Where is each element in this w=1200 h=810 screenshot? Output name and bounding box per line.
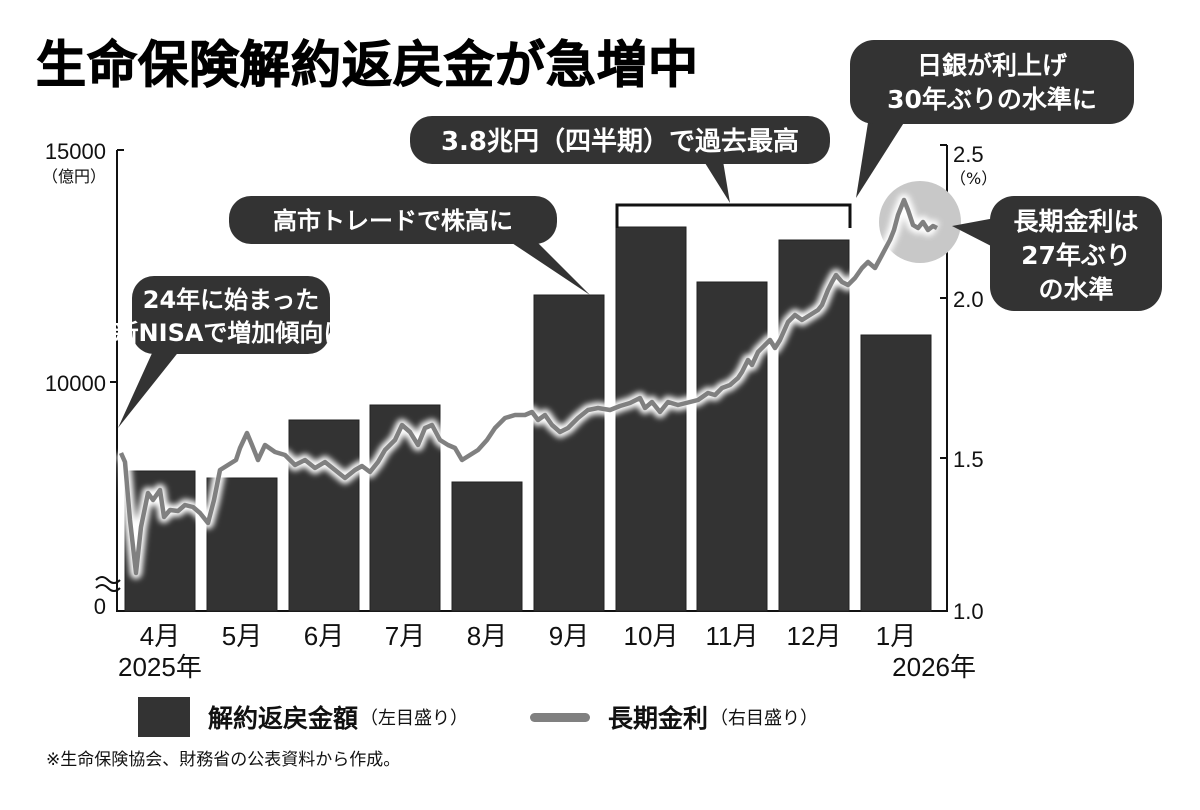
left-tick-15000: 15000: [45, 139, 106, 164]
month-label: 5月: [222, 621, 262, 651]
bar-series: [124, 226, 932, 612]
bar-dec: [778, 239, 850, 612]
legend-bar-note: （左目盛り）: [360, 708, 469, 729]
bar-jan: [860, 334, 932, 612]
line-series: [115, 194, 940, 579]
left-tick-0: 0: [94, 594, 106, 619]
month-label: 1月: [876, 621, 916, 651]
right-tick-1.5: 1.5: [953, 447, 984, 472]
bar-aug: [451, 481, 523, 612]
month-label: 12月: [787, 621, 842, 651]
quarter-bracket: [615, 203, 852, 228]
chart-title: 生命保険解約返戻金が急増中: [36, 36, 699, 94]
bar-nov: [696, 281, 768, 612]
annotation-takaichi-text: 高市トレードで株高に: [273, 207, 513, 235]
x-axis-labels: 4月 5月 6月 7月 8月 9月 10月 11月 12月 1月 2025年 2…: [118, 621, 976, 682]
right-tick-2.5: 2.5: [953, 142, 984, 167]
annotation-record: 3.8兆円（四半期）で過去最高: [410, 116, 830, 203]
right-tick-2.0: 2.0: [953, 287, 984, 312]
year-label-end: 2026年: [892, 652, 976, 682]
legend-line-label: 長期金利: [608, 704, 709, 733]
legend-bar-label: 解約返戻金額: [208, 704, 359, 733]
left-tick-10000: 10000: [45, 371, 106, 396]
annotation-record-text: 3.8兆円（四半期）で過去最高: [441, 126, 799, 157]
month-label: 9月: [549, 621, 589, 651]
legend-line-note: （右目盛り）: [710, 708, 819, 729]
right-axis: 2.5 （%） 2.0 1.5 1.0: [940, 142, 997, 624]
annotation-takaichi: 高市トレードで株高に: [229, 196, 590, 295]
year-label-start: 2025年: [118, 652, 202, 682]
month-label: 8月: [467, 621, 507, 651]
month-label: 7月: [385, 621, 425, 651]
annotation-boj-line1: 日銀が利上げ: [917, 51, 1068, 80]
annotation-nisa-line2: 新NISAで増加傾向に: [115, 319, 348, 347]
bar-oct: [615, 226, 687, 612]
annotation-jgb-line3: の水準: [1038, 275, 1113, 304]
annotation-jgb: 長期金利は 27年ぶり の水準: [952, 196, 1162, 311]
source-footnote: ※生命保険協会、財務省の公表資料から作成。: [46, 750, 401, 770]
left-axis-unit: （億円）: [42, 167, 106, 186]
legend-bar-swatch: [138, 697, 190, 737]
annotation-boj-line2: 30年ぶりの水準に: [887, 85, 1097, 114]
annotation-jgb-line2: 27年ぶり: [1021, 241, 1131, 270]
bar-sep: [533, 294, 605, 612]
month-label: 4月: [140, 621, 180, 651]
annotation-nisa-line1: 24年に始まった: [143, 286, 319, 314]
annotation-nisa: 24年に始まった 新NISAで増加傾向に: [115, 276, 348, 428]
bar-jul: [369, 404, 441, 612]
right-axis-unit: （%）: [950, 169, 997, 188]
month-label: 10月: [624, 621, 679, 651]
bar-jun: [288, 419, 360, 612]
month-label: 11月: [706, 621, 759, 651]
annotation-boj: 日銀が利上げ 30年ぶりの水準に: [850, 40, 1134, 198]
legend-line-swatch: [530, 712, 591, 722]
right-tick-1.0: 1.0: [953, 599, 984, 624]
month-label: 6月: [304, 621, 344, 651]
legend: 解約返戻金額 （左目盛り） 長期金利 （右目盛り）: [138, 697, 818, 737]
annotation-jgb-line1: 長期金利は: [1013, 207, 1138, 236]
